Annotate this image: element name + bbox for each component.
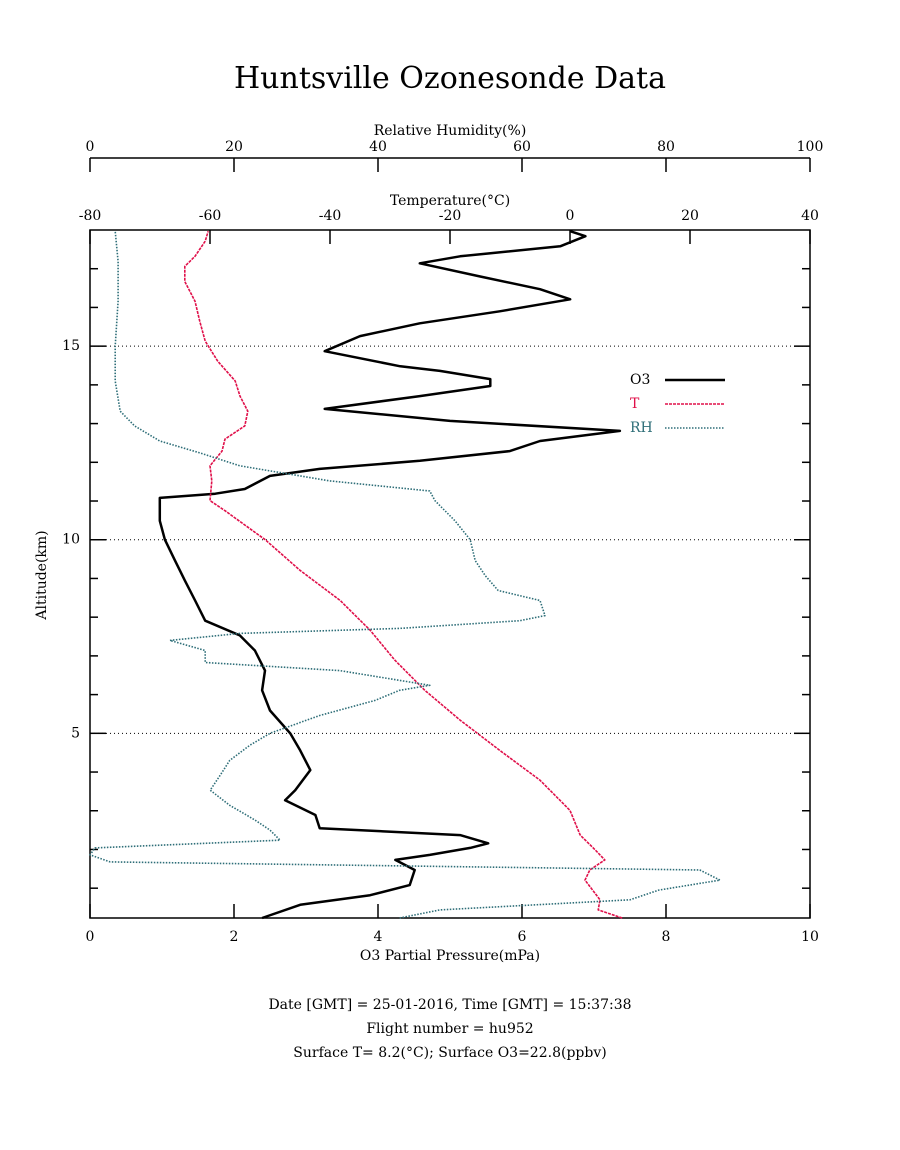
- note: Surface T= 8.2(°C); Surface O3=22.8(ppbv…: [293, 1045, 606, 1061]
- legend-label: RH: [630, 420, 653, 436]
- x-tick-label: 0: [86, 929, 95, 945]
- x3-tick-label: 40: [369, 139, 387, 155]
- line-series: [184, 230, 623, 919]
- plot-frame: [89, 229, 811, 919]
- legend-label: O3: [630, 372, 650, 388]
- x-tick-label: 2: [230, 929, 239, 945]
- x-axis-title: O3 Partial Pressure(mPa): [360, 948, 540, 964]
- line-series: [89, 231, 721, 919]
- y-tick-label: 5: [71, 725, 80, 741]
- x-tick-label: 8: [662, 929, 671, 945]
- x2-axis-title: Temperature(°C): [390, 193, 510, 209]
- note: Date [GMT] = 25-01-2016, Time [GMT] = 15…: [268, 997, 631, 1013]
- y-axis-title: Altitude(km): [34, 530, 50, 620]
- x2-tick-label: 0: [566, 208, 575, 224]
- x2-tick-label: -80: [79, 208, 102, 224]
- x2-tick-label: -20: [439, 208, 462, 224]
- x3-tick-label: 100: [797, 139, 824, 155]
- y-tick-label: 10: [62, 532, 80, 548]
- legend-label: T: [630, 396, 640, 412]
- x-tick-label: 10: [801, 929, 819, 945]
- line-series: [158, 230, 622, 920]
- chart-title: Huntsville Ozonesonde Data: [234, 61, 666, 96]
- x3-tick-label: 80: [657, 139, 675, 155]
- x3-tick-label: 20: [225, 139, 243, 155]
- x2-tick-label: 20: [681, 208, 699, 224]
- x3-axis-title: Relative Humidity(%): [374, 123, 527, 139]
- x2-tick-label: -60: [199, 208, 222, 224]
- note: Flight number = hu952: [366, 1021, 533, 1037]
- x-tick-label: 4: [374, 929, 383, 945]
- x3-tick-label: 0: [86, 139, 95, 155]
- x2-tick-label: -40: [319, 208, 342, 224]
- x3-tick-label: 60: [513, 139, 531, 155]
- y-tick-label: 15: [62, 338, 80, 354]
- x-tick-label: 6: [518, 929, 527, 945]
- x2-tick-label: 40: [801, 208, 819, 224]
